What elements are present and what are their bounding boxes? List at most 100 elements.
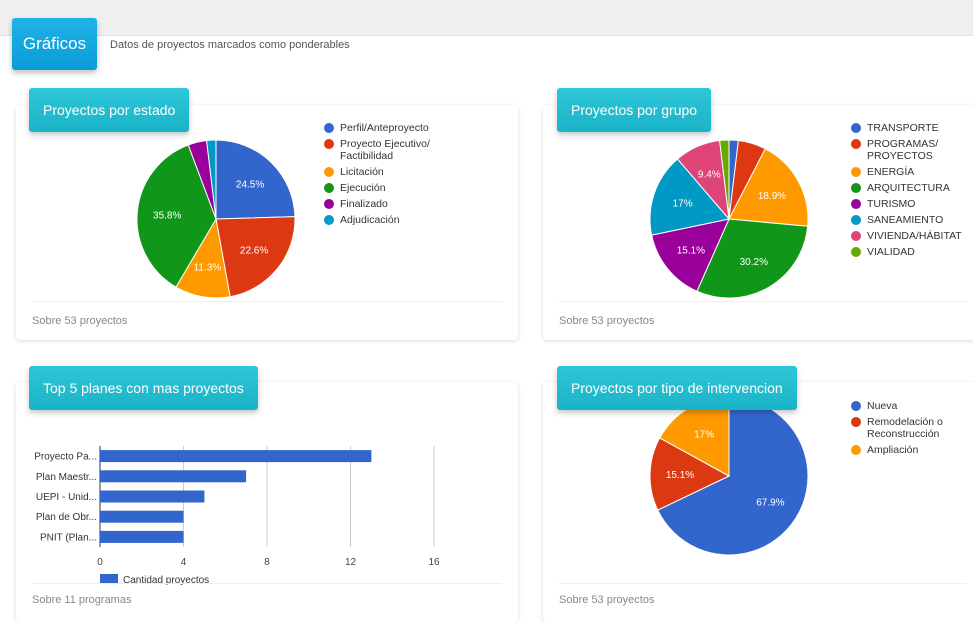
grupo-legend-item[interactable]: ARQUITECTURA xyxy=(851,182,973,194)
card-footer-estado: Sobre 53 proyectos xyxy=(32,301,502,340)
grupo-legend-item[interactable]: TRANSPORTE xyxy=(851,122,973,134)
card-title-planes: Top 5 planes con mas proyectos xyxy=(29,366,258,410)
pie-slice[interactable] xyxy=(651,218,730,292)
legend-label: TRANSPORTE xyxy=(867,122,939,134)
legend-label: Nueva xyxy=(867,400,898,412)
pie-slice-label: 22.6% xyxy=(240,245,268,256)
legend-label: VIALIDAD xyxy=(867,246,915,258)
legend-label: Perfil/Anteproyecto xyxy=(340,122,429,134)
estado-legend-item[interactable]: Finalizado xyxy=(324,198,450,210)
pie-slice-label: 15.1% xyxy=(666,470,694,481)
pie-slice[interactable] xyxy=(136,144,217,288)
y-category-label: Proyecto Pa... xyxy=(34,452,97,463)
legend-swatch xyxy=(851,139,861,149)
x-tick-label: 4 xyxy=(181,557,187,568)
card-top-planes: 0 4 8 12 16 Proyecto Pa... Plan Maestr... UEPI … xyxy=(16,382,518,622)
pie-slice-label: 11.3% xyxy=(194,263,222,274)
x-tick-label: 8 xyxy=(264,557,270,568)
card-footer-grupo: Sobre 53 proyectos xyxy=(559,301,967,340)
bar[interactable] xyxy=(100,530,184,543)
grupo-legend-item[interactable]: VIALIDAD xyxy=(851,246,973,258)
y-category-label: UEPI - Unid... xyxy=(36,492,97,503)
card-proyectos-por-estado: 24.5% 22.6% 11.3% 35.8% Perfil/Anteproyecto… xyxy=(16,105,518,340)
card-tipo-intervencion: 67.9% 15.1% 17% Nueva Remodelación o Recons… xyxy=(543,382,973,622)
legend-swatch xyxy=(324,183,334,193)
card-footer-tipo: Sobre 53 proyectos xyxy=(559,583,967,616)
pie-slice-label: 17% xyxy=(673,199,693,210)
legend-label: ARQUITECTURA xyxy=(867,182,950,194)
estado-legend-item[interactable]: Adjudicación xyxy=(324,214,450,226)
pie-slice[interactable] xyxy=(215,216,296,298)
pie-slice[interactable] xyxy=(657,396,809,556)
legend-swatch xyxy=(851,167,861,177)
legend-label: Ampliación xyxy=(867,444,919,456)
legend-swatch xyxy=(851,215,861,225)
y-category-label: Plan Maestr... xyxy=(36,472,97,483)
bar-chart-planes: 0 4 8 12 16 Proyecto Pa... Plan Maestr... UEPI … xyxy=(34,446,440,586)
legend-swatch xyxy=(324,139,334,149)
legend-swatch xyxy=(851,417,861,427)
estado-legend-item[interactable]: Proyecto Ejecutivo/ Factibilidad xyxy=(324,138,450,162)
tipo-legend-item[interactable]: Nueva xyxy=(851,400,973,412)
pie-slice-label: 35.8% xyxy=(153,210,181,221)
pie-slice[interactable] xyxy=(719,139,730,220)
pie-slice-label: 17% xyxy=(694,429,714,440)
pie-slice-label: 9.4% xyxy=(698,170,721,181)
card-title-tipo: Proyectos por tipo de intervencion xyxy=(557,366,797,410)
pie-slice[interactable] xyxy=(728,148,809,227)
legend-swatch xyxy=(851,247,861,257)
pie-chart-tipo: 67.9% 15.1% 17% xyxy=(649,396,809,556)
card-proyectos-por-grupo: 18.9% 30.2% 15.1% 17% 9.4% TRANSPORTE PROGRAM… xyxy=(543,105,973,340)
legend-label: VIVIENDA/HÁBITAT xyxy=(867,230,962,242)
x-tick-label: 12 xyxy=(345,557,357,568)
legend-label: PROGRAMAS/ PROYECTOS xyxy=(867,138,939,162)
page-subtitle: Datos de proyectos marcados como pondera… xyxy=(110,39,350,51)
top-bar xyxy=(0,0,973,36)
pie-slice-label: 24.5% xyxy=(236,179,264,190)
legend-swatch xyxy=(324,167,334,177)
card-title-estado: Proyectos por estado xyxy=(29,88,190,132)
grupo-legend-item[interactable]: SANEAMIENTO xyxy=(851,214,973,226)
legend-label: Ejecución xyxy=(340,182,386,194)
legend-swatch xyxy=(851,231,861,241)
estado-legend-item[interactable]: Licitación xyxy=(324,166,450,178)
grupo-legend-item[interactable]: TURISMO xyxy=(851,198,973,210)
pie-slice[interactable] xyxy=(215,139,296,220)
bar[interactable] xyxy=(100,450,372,463)
estado-legend-item[interactable]: Perfil/Anteproyecto xyxy=(324,122,450,134)
bar[interactable] xyxy=(100,470,247,483)
legend-label: Finalizado xyxy=(340,198,388,210)
legend-label: Adjudicación xyxy=(340,214,400,226)
tipo-legend-item[interactable]: Remodelación o Reconstrucción xyxy=(851,416,973,440)
grupo-legend-item[interactable]: PROGRAMAS/ PROYECTOS xyxy=(851,138,973,162)
bar[interactable] xyxy=(100,510,184,523)
pie-chart-grupo: 18.9% 30.2% 15.1% 17% 9.4% xyxy=(649,139,809,299)
card-title-grupo: Proyectos por grupo xyxy=(557,88,712,132)
legend-label: ENERGÍA xyxy=(867,166,915,178)
legend-label: Licitación xyxy=(340,166,384,178)
pie-slice[interactable] xyxy=(696,218,809,299)
pie-slice-label: 15.1% xyxy=(677,245,705,256)
legend-swatch xyxy=(851,183,861,193)
pie-slice[interactable] xyxy=(206,139,217,220)
grupo-legend-item[interactable]: ENERGÍA xyxy=(851,166,973,178)
estado-legend-item[interactable]: Ejecución xyxy=(324,182,450,194)
legend-swatch xyxy=(324,123,334,133)
y-category-label: Plan de Obr... xyxy=(36,512,97,523)
page-title: Gráficos xyxy=(12,18,97,70)
grupo-legend-item[interactable]: VIVIENDA/HÁBITAT xyxy=(851,230,973,242)
bar[interactable] xyxy=(100,490,205,503)
tipo-legend-item[interactable]: Ampliación xyxy=(851,444,973,456)
legend-label: Remodelación o Reconstrucción xyxy=(867,416,943,440)
card-footer-planes: Sobre 11 programas xyxy=(32,583,502,616)
legend-swatch xyxy=(851,401,861,411)
pie-slice[interactable] xyxy=(649,158,730,236)
legend-label: SANEAMIENTO xyxy=(867,214,944,226)
legend-swatch xyxy=(851,199,861,209)
pie-chart-estado: 24.5% 22.6% 11.3% 35.8% xyxy=(136,139,296,299)
pie-slice[interactable] xyxy=(649,437,731,511)
x-tick-label: 0 xyxy=(97,557,103,568)
x-tick-label: 16 xyxy=(428,557,440,568)
legend-estado: Perfil/Anteproyecto Proyecto Ejecutivo/ F… xyxy=(324,122,450,230)
legend-swatch xyxy=(100,574,118,584)
